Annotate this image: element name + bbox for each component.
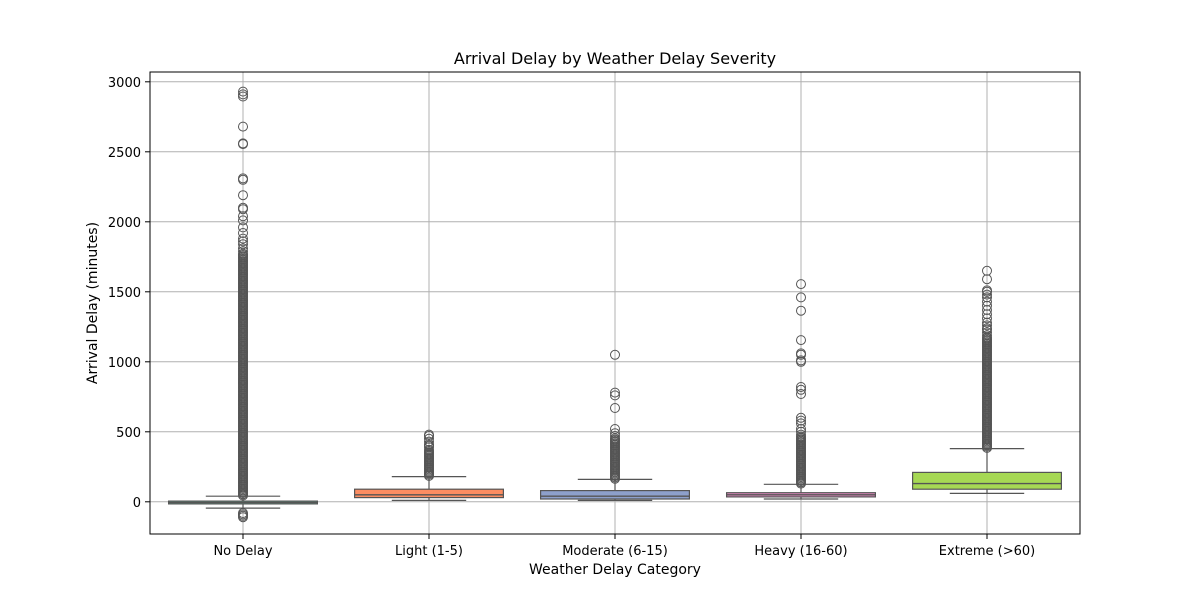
- outlier-point: [982, 309, 992, 320]
- outlier-point: [796, 292, 806, 303]
- box-group: [539, 349, 690, 501]
- outlier-point: [238, 190, 248, 201]
- outlier-point: [796, 356, 806, 367]
- outlier-point: [610, 349, 620, 360]
- outlier-point: [238, 512, 248, 523]
- outlier-point: [796, 384, 806, 395]
- outlier-point: [982, 286, 992, 297]
- outlier-point: [796, 424, 806, 434]
- chart-title: Arrival Delay by Weather Delay Severity: [454, 49, 776, 68]
- outlier-point: [982, 296, 992, 307]
- box-group: [354, 429, 505, 501]
- outlier-point: [796, 415, 806, 426]
- outlier-point: [982, 300, 992, 311]
- outlier-point: [610, 428, 620, 439]
- box-group: [725, 279, 876, 500]
- outlier-point: [424, 444, 434, 455]
- outlier-point: [238, 139, 248, 150]
- outlier-point: [796, 431, 806, 442]
- iqr-box: [911, 471, 1062, 490]
- outlier-point: [610, 390, 620, 401]
- outlier-point: [238, 91, 248, 102]
- outlier-point: [238, 222, 248, 233]
- iqr-box: [354, 488, 505, 499]
- iqr-box: [539, 490, 690, 500]
- outlier-point: [982, 289, 992, 300]
- outlier-point: [982, 292, 992, 303]
- y-tick-label: 2500: [108, 146, 141, 161]
- x-tick-label: Heavy (16-60): [754, 544, 847, 559]
- outlier-point: [610, 431, 620, 441]
- boxes-layer: [168, 86, 1062, 523]
- x-axis-label: Weather Delay Category: [529, 562, 701, 578]
- outlier-point: [982, 305, 992, 315]
- y-tick-label: 0: [133, 496, 141, 511]
- outlier-point: [610, 403, 620, 413]
- y-tick-label: 1500: [108, 286, 141, 301]
- box-group: [911, 265, 1062, 494]
- outlier-point: [238, 121, 248, 132]
- outlier-point: [424, 431, 434, 441]
- outlier-point: [238, 215, 248, 226]
- outlier-point: [610, 387, 620, 398]
- outlier-point: [238, 246, 248, 257]
- x-tick-label: Light (1-5): [395, 544, 463, 559]
- outlier-point: [238, 239, 248, 250]
- y-axis-label: Arrival Delay (minutes): [85, 222, 101, 384]
- outlier-point: [424, 442, 434, 453]
- outlier-point: [796, 305, 806, 316]
- x-axis-ticks: No Delay Light (1-5) Moderate (6-15) Heavy …: [213, 534, 1035, 559]
- y-tick-label: 500: [116, 426, 141, 441]
- outlier-point: [982, 274, 992, 285]
- outlier-point: [796, 412, 806, 423]
- outlier-point: [796, 279, 806, 290]
- outlier-point: [796, 335, 806, 346]
- outlier-point: [796, 389, 806, 399]
- x-tick-label: Extreme (>60): [939, 544, 1035, 559]
- outlier-point: [424, 436, 434, 447]
- outlier-point: [982, 324, 992, 335]
- outlier-point: [982, 265, 992, 276]
- outlier-point: [610, 424, 620, 434]
- y-axis-ticks: 0 500 1000 1500 2000 2500 3000: [108, 76, 150, 511]
- outlier-point: [238, 204, 248, 215]
- outlier-point: [238, 236, 248, 247]
- x-tick-label: No Delay: [213, 544, 272, 559]
- outlier-point: [796, 382, 806, 392]
- outlier-point: [982, 317, 992, 328]
- outlier-point: [238, 243, 248, 254]
- outlier-point: [238, 86, 248, 97]
- box-group: [168, 86, 319, 523]
- outlier-point: [238, 211, 248, 222]
- outlier-point: [238, 233, 248, 244]
- outlier-point: [982, 330, 992, 341]
- outlier-point: [982, 320, 992, 331]
- outlier-point: [796, 429, 806, 440]
- y-tick-label: 3000: [108, 76, 141, 91]
- outlier-point: [238, 228, 248, 238]
- outlier-point: [982, 313, 992, 324]
- outlier-point: [982, 327, 992, 338]
- grid-lines: [150, 72, 1080, 534]
- y-tick-label: 2000: [108, 216, 141, 231]
- y-tick-label: 1000: [108, 356, 141, 371]
- x-tick-label: Moderate (6-15): [562, 544, 668, 559]
- outlier-point: [796, 418, 806, 429]
- outlier-point: [796, 426, 806, 437]
- outlier-point: [424, 433, 434, 444]
- outlier-point: [796, 349, 806, 360]
- outlier-point: [238, 174, 248, 185]
